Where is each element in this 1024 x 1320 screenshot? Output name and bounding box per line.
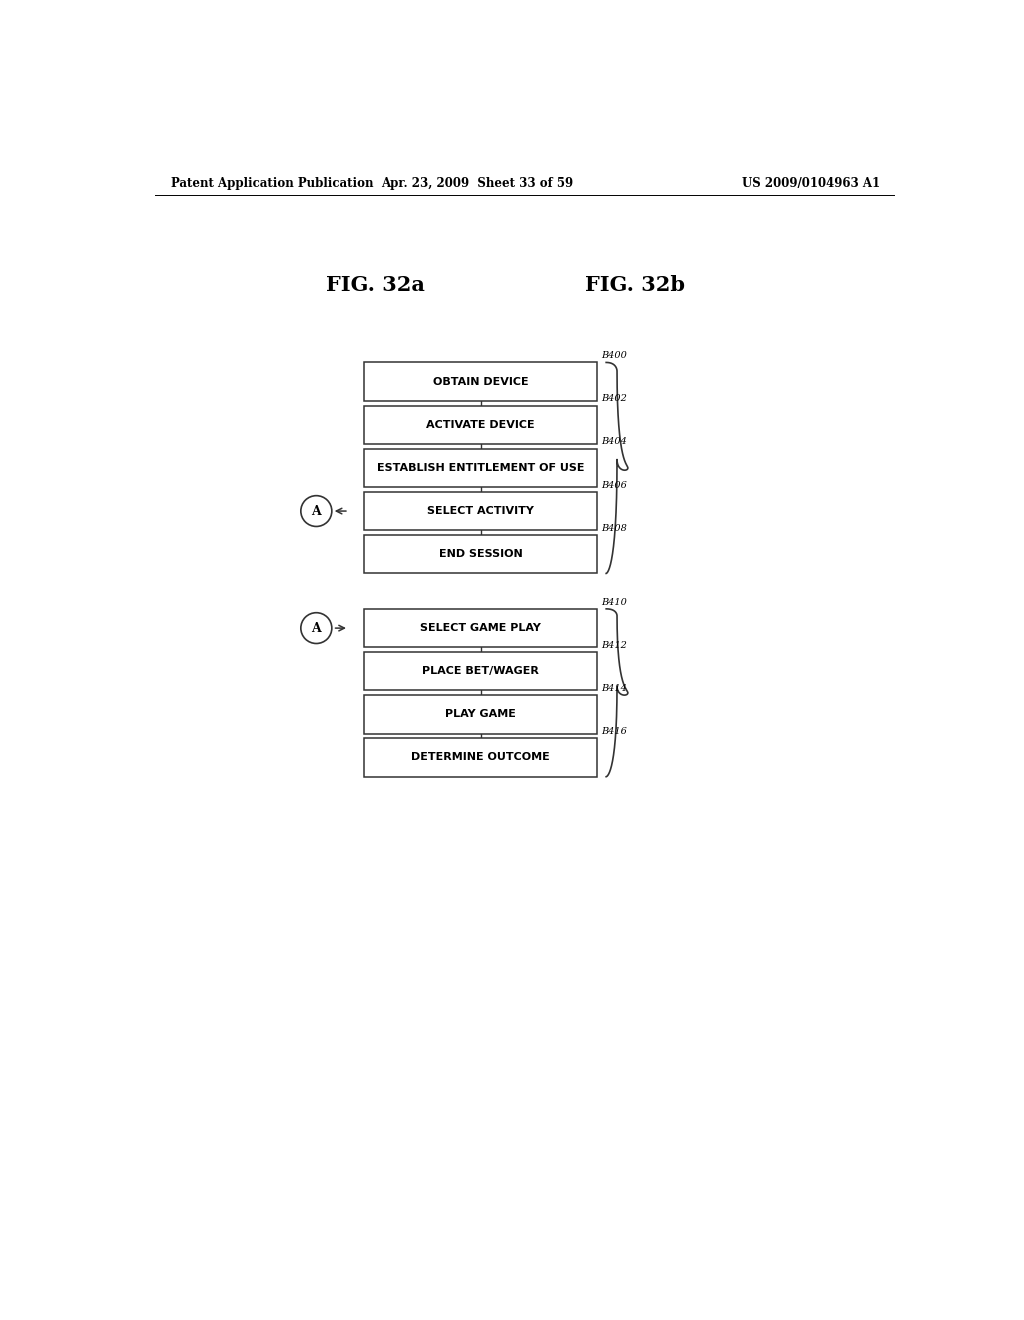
FancyBboxPatch shape [365,652,597,690]
Text: OBTAIN DEVICE: OBTAIN DEVICE [433,376,528,387]
FancyBboxPatch shape [365,609,597,647]
Text: SELECT GAME PLAY: SELECT GAME PLAY [420,623,541,634]
FancyBboxPatch shape [365,405,597,444]
Text: A: A [311,622,322,635]
Text: B400: B400 [601,351,628,360]
Text: PLACE BET/WAGER: PLACE BET/WAGER [422,667,539,676]
Text: DETERMINE OUTCOME: DETERMINE OUTCOME [412,752,550,763]
Text: US 2009/0104963 A1: US 2009/0104963 A1 [741,177,880,190]
FancyBboxPatch shape [365,449,597,487]
FancyBboxPatch shape [365,738,597,776]
Text: SELECT ACTIVITY: SELECT ACTIVITY [427,506,535,516]
Text: B406: B406 [601,480,628,490]
Text: A: A [311,504,322,517]
Text: B414: B414 [601,684,628,693]
Text: ACTIVATE DEVICE: ACTIVATE DEVICE [426,420,535,430]
Text: FIG. 32a: FIG. 32a [326,276,425,296]
Text: B410: B410 [601,598,628,607]
FancyBboxPatch shape [365,363,597,401]
FancyBboxPatch shape [365,492,597,531]
Text: PLAY GAME: PLAY GAME [445,709,516,719]
FancyBboxPatch shape [365,696,597,734]
Text: Apr. 23, 2009  Sheet 33 of 59: Apr. 23, 2009 Sheet 33 of 59 [381,177,572,190]
Text: ESTABLISH ENTITLEMENT OF USE: ESTABLISH ENTITLEMENT OF USE [377,463,585,473]
Text: Patent Application Publication: Patent Application Publication [171,177,373,190]
Text: B408: B408 [601,524,628,533]
Text: B402: B402 [601,395,628,404]
FancyBboxPatch shape [365,535,597,573]
Text: B404: B404 [601,437,628,446]
Text: B416: B416 [601,727,628,737]
Text: FIG. 32b: FIG. 32b [586,276,685,296]
Text: B412: B412 [601,640,628,649]
Text: END SESSION: END SESSION [438,549,522,560]
